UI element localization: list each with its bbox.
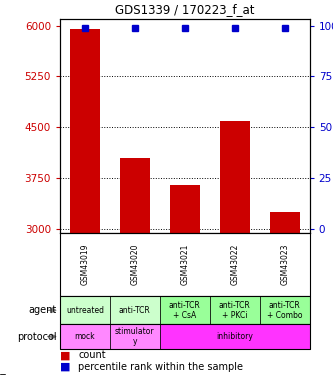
Bar (160, 324, 310, 349)
Bar (210, 296, 260, 324)
Text: stimulator
y: stimulator y (115, 327, 155, 346)
Bar (60, 296, 110, 324)
Bar (3, 374, 4, 375)
Text: anti-TCR: anti-TCR (119, 306, 151, 315)
Text: mock: mock (75, 332, 95, 341)
Bar (220, 120, 250, 375)
Bar (2, 374, 3, 375)
Bar (4, 374, 5, 375)
Title: GDS1339 / 170223_f_at: GDS1339 / 170223_f_at (115, 3, 254, 16)
Text: GSM43019: GSM43019 (80, 244, 90, 285)
Text: GSM43020: GSM43020 (130, 244, 140, 285)
Text: anti-TCR
+ CsA: anti-TCR + CsA (169, 301, 201, 320)
Bar (270, 212, 300, 375)
Text: agent: agent (28, 305, 57, 315)
Bar (110, 296, 160, 324)
Bar (0, 374, 1, 375)
Bar (60, 324, 110, 349)
Text: ■: ■ (60, 351, 71, 360)
Text: GSM43022: GSM43022 (230, 244, 239, 285)
Text: anti-TCR
+ Combo: anti-TCR + Combo (267, 301, 302, 320)
Bar (110, 324, 160, 349)
Text: protocol: protocol (17, 332, 57, 342)
Text: ■: ■ (60, 362, 71, 372)
Text: GSM43023: GSM43023 (280, 244, 289, 285)
Text: anti-TCR
+ PKCi: anti-TCR + PKCi (219, 301, 251, 320)
Text: inhibitory: inhibitory (216, 332, 253, 341)
Text: count: count (78, 351, 106, 360)
Bar (170, 185, 200, 375)
Text: percentile rank within the sample: percentile rank within the sample (78, 362, 243, 372)
Bar (70, 29, 100, 375)
Bar (260, 296, 310, 324)
Bar (1, 374, 2, 375)
Text: untreated: untreated (66, 306, 104, 315)
Bar (160, 296, 210, 324)
Bar (120, 158, 150, 375)
Text: GSM43021: GSM43021 (180, 244, 189, 285)
